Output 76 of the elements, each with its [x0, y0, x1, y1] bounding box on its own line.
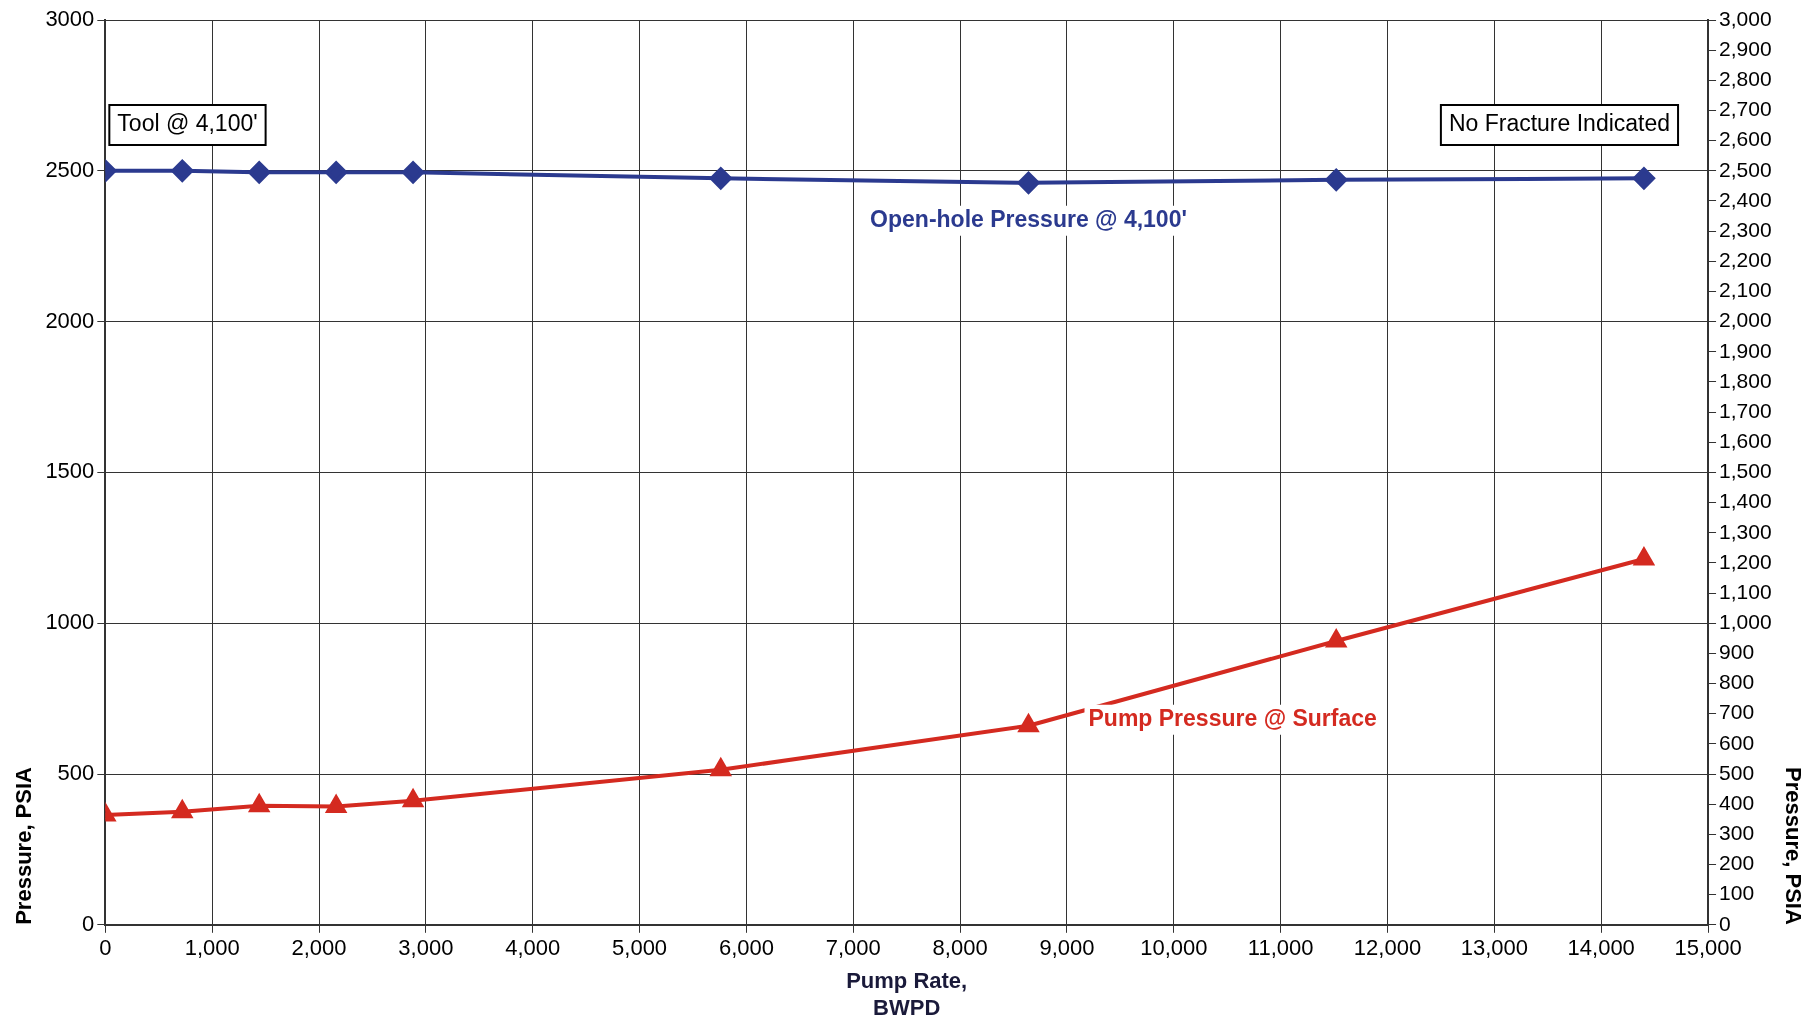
point — [325, 793, 348, 814]
x-tick-label: 14,000 — [1567, 935, 1635, 961]
y-tick-label: 1000 — [45, 609, 95, 635]
point — [1017, 171, 1040, 194]
x-tick-label: 0 — [99, 935, 112, 961]
y2-tick-label: 2,800 — [1719, 67, 1772, 91]
y2-tick-label: 1,300 — [1719, 519, 1772, 543]
y-tick-label: 500 — [57, 760, 95, 786]
x-tick-label: 12,000 — [1353, 935, 1422, 961]
y2-tick-label: 1,900 — [1719, 338, 1772, 362]
y2-tick-label: 200 — [1719, 851, 1755, 875]
y-tick-label: 2500 — [45, 156, 95, 182]
point — [1325, 168, 1348, 191]
y2-tick-label: 700 — [1719, 700, 1755, 724]
x-tick-label: 4,000 — [505, 935, 561, 961]
y2-tick-label: 800 — [1719, 670, 1755, 694]
x-tick-label: 6,000 — [718, 935, 774, 961]
y2-tick-label: 1,000 — [1719, 610, 1772, 633]
y2-tick-label: 1,800 — [1719, 368, 1772, 392]
x-tick-label: 15,000 — [1674, 935, 1742, 961]
x-tick-label: 3,000 — [398, 935, 454, 961]
y2-tick-label: 3,000 — [1719, 6, 1772, 30]
y2-tick-label: 2,200 — [1719, 248, 1772, 272]
y2-tick-label: 1,200 — [1719, 549, 1772, 573]
point — [325, 161, 348, 184]
y2-tick-label: 1,100 — [1719, 579, 1772, 603]
y2-tick-label: 2,400 — [1719, 187, 1772, 211]
point — [401, 787, 425, 808]
y2-tick-label: 2,300 — [1719, 217, 1772, 241]
annotation: No Fracture Indicated — [1448, 110, 1671, 137]
x-axis-title: Pump Rate, BWPD — [846, 968, 968, 1020]
point — [709, 167, 732, 190]
y2-tick-label: 2,100 — [1719, 278, 1772, 302]
y2-tick-label: 2,700 — [1719, 97, 1772, 121]
y2-tick-label: 300 — [1719, 821, 1755, 845]
point — [1326, 629, 1347, 648]
x-tick-label: 1,000 — [184, 935, 240, 961]
y2-tick-label: 600 — [1719, 730, 1755, 754]
annotation: Tool @ 4,100' — [117, 110, 258, 137]
point — [709, 756, 732, 777]
point — [171, 798, 194, 819]
y-tick-label: 0 — [82, 910, 95, 936]
y2-tick-label: 900 — [1719, 640, 1755, 664]
series-label: Open-hole Pressure @ 4,100' — [870, 206, 1187, 233]
point — [248, 792, 271, 813]
series-label: Pump Pressure @ Surface — [1088, 705, 1377, 732]
x-tick-label: 7,000 — [825, 935, 881, 961]
y-axis-title: Pressure, PSIA — [11, 766, 37, 925]
y2-tick-label: 2,900 — [1719, 36, 1772, 60]
x-tick-label: 8,000 — [932, 935, 988, 961]
point — [171, 159, 194, 182]
y2-tick-label: 1,600 — [1719, 429, 1772, 453]
y2-tick-label: 1,700 — [1719, 398, 1772, 422]
x-tick-label: 10,000 — [1140, 935, 1208, 961]
point — [248, 161, 271, 184]
point — [402, 161, 425, 184]
y2-axis-title: Pressure, PSIA — [1780, 767, 1806, 925]
y2-tick-label: 100 — [1719, 881, 1755, 905]
y-tick-label: 2000 — [45, 307, 95, 333]
y2-tick-label: 400 — [1719, 790, 1755, 814]
point — [1632, 167, 1655, 190]
x-tick-label: 11,000 — [1247, 935, 1314, 961]
y-tick-label: 3000 — [45, 6, 95, 32]
y2-tick-label: 2,600 — [1719, 127, 1772, 151]
x-tick-label: 2,000 — [291, 935, 347, 961]
y2-tick-label: 1,500 — [1719, 459, 1772, 483]
y-tick-label: 1500 — [45, 458, 95, 484]
y2-tick-label: 0 — [1719, 911, 1731, 935]
x-tick-label: 5,000 — [612, 935, 668, 961]
x-tick-label: 9,000 — [1039, 935, 1095, 961]
y2-tick-label: 2,000 — [1719, 308, 1772, 332]
y2-tick-label: 2,500 — [1719, 157, 1772, 181]
y2-tick-label: 1,400 — [1719, 489, 1772, 513]
point — [1017, 712, 1040, 733]
x-tick-label: 13,000 — [1460, 935, 1528, 961]
y2-tick-label: 500 — [1719, 760, 1755, 784]
